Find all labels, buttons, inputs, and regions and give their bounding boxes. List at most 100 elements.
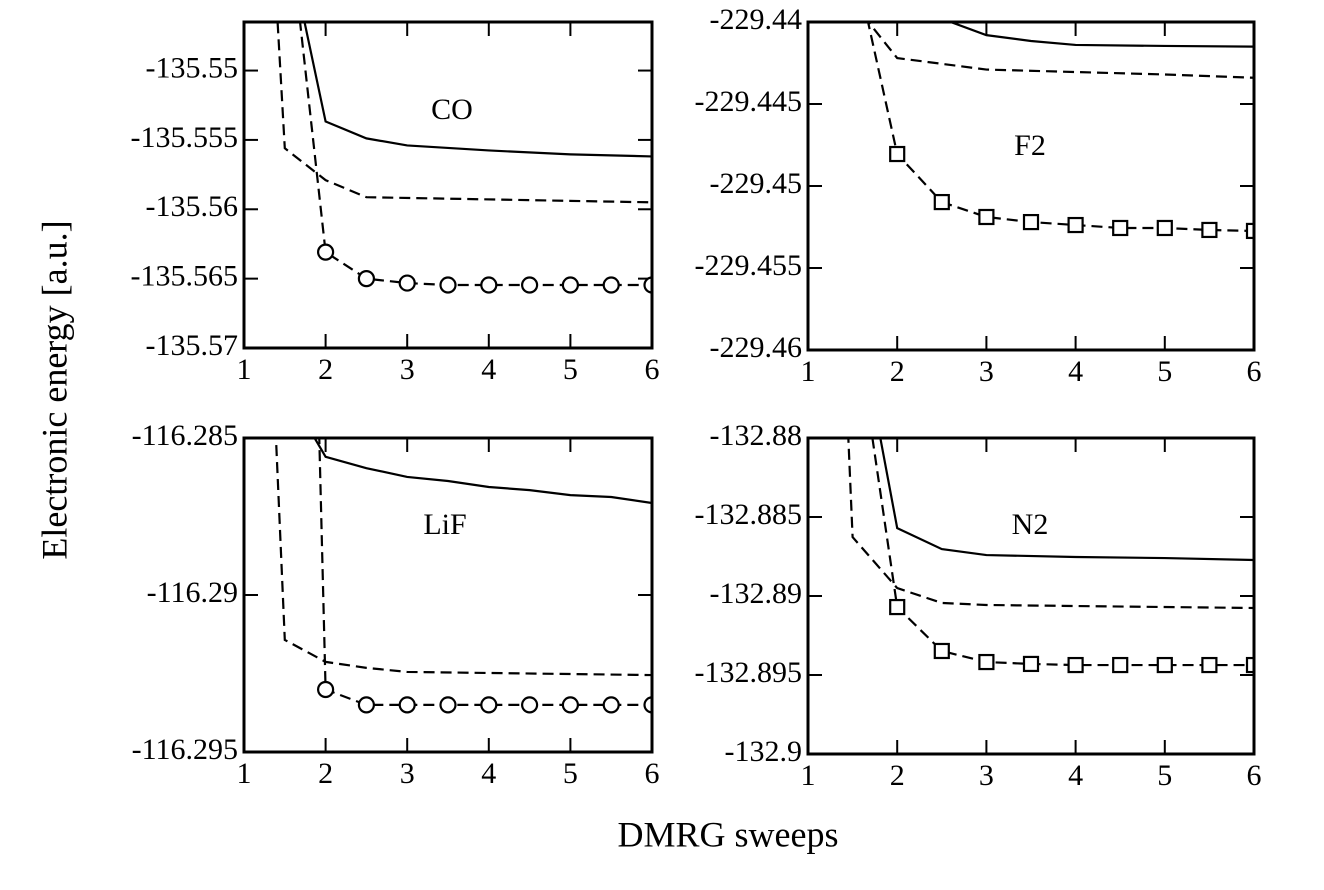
y-tick-label: -132.895 <box>695 656 803 689</box>
y-tick-label: -135.56 <box>146 190 239 223</box>
plot-area <box>276 22 652 294</box>
marker <box>1112 656 1129 674</box>
marker <box>1156 219 1173 237</box>
marker <box>439 696 457 714</box>
x-tick-label: 1 <box>801 759 816 792</box>
y-tick-label: -116.285 <box>132 419 238 452</box>
marker <box>1022 655 1040 673</box>
y-tick-label: -135.55 <box>146 51 239 84</box>
marker <box>317 243 335 261</box>
marker <box>561 276 580 294</box>
y-tick-label: -132.89 <box>710 577 803 610</box>
y-tick-label: -229.455 <box>695 249 803 282</box>
marker <box>398 274 416 292</box>
y-tick-label: -135.555 <box>131 121 239 154</box>
y-tick-label: -132.885 <box>695 498 803 531</box>
panel: -116.295 -116.29 -116.285 1 2 3 4 5 6 LiF <box>132 419 660 790</box>
marker <box>480 276 498 294</box>
marker <box>846 296 860 310</box>
marker <box>978 208 995 226</box>
x-tick-label: 6 <box>645 353 660 386</box>
x-tick-label: 3 <box>400 757 415 790</box>
marker <box>602 276 620 294</box>
x-tick-label: 5 <box>563 757 578 790</box>
plot-frame <box>806 436 1256 756</box>
marker <box>520 696 539 714</box>
y-tick-label: -132.9 <box>725 735 803 768</box>
series-line <box>313 438 652 505</box>
marker <box>357 270 375 288</box>
series-line <box>866 22 1254 79</box>
y-tick-label: -135.565 <box>131 260 239 293</box>
marker <box>439 276 457 294</box>
x-tick-label: 6 <box>1247 759 1262 792</box>
marker <box>1067 216 1084 234</box>
x-tick-label: 2 <box>890 355 905 388</box>
panel: -229.46 -229.455 -229.45 -229.445 -229.44 1 2 3… <box>695 3 1262 388</box>
y-tick-label: -229.44 <box>710 3 803 36</box>
marker <box>1156 656 1173 674</box>
x-tick-label: 4 <box>1068 355 1083 388</box>
y-tick-label: -229.45 <box>710 167 803 200</box>
marker <box>480 696 498 714</box>
x-tick-label: 2 <box>318 757 333 790</box>
y-tick-label: -135.57 <box>146 329 239 362</box>
marker <box>357 696 375 714</box>
x-tick-label: 4 <box>481 353 496 386</box>
marker <box>933 642 950 660</box>
plot-frame <box>242 20 654 350</box>
marker <box>1245 222 1254 240</box>
panel: -132.9 -132.895 -132.89 -132.885 -132.88 1 2 3 4… <box>695 296 1262 792</box>
plot-frame <box>242 436 654 754</box>
x-tick-label: 2 <box>318 353 333 386</box>
panel-label: LiF <box>423 508 466 541</box>
y-tick-label: -132.88 <box>710 419 803 452</box>
panel-label: CO <box>431 93 473 126</box>
x-tick-label: 6 <box>645 757 660 790</box>
series-line <box>303 22 652 158</box>
y-axis-label: Electronic energy [a.u.] <box>34 220 74 559</box>
marker <box>1112 219 1129 237</box>
x-tick-label: 4 <box>1068 759 1083 792</box>
panel-label: F2 <box>1014 129 1046 162</box>
panel: -135.57 -135.565 -135.56 -135.555 -135.55 1 2 3… <box>131 20 660 386</box>
x-tick-label: 3 <box>979 759 994 792</box>
marker <box>889 598 906 616</box>
marker <box>520 276 539 294</box>
plot-area <box>846 296 1254 674</box>
plot-frame <box>806 20 1256 352</box>
marker <box>1067 656 1084 674</box>
plot-area <box>866 22 1254 240</box>
series-line <box>274 438 652 677</box>
series-line <box>947 22 1254 48</box>
marker <box>602 696 620 714</box>
series-line <box>879 438 1254 562</box>
marker <box>1245 656 1254 674</box>
x-tick-label: 3 <box>400 353 415 386</box>
y-tick-label: -116.29 <box>147 576 238 609</box>
x-tick-label: 5 <box>563 353 578 386</box>
x-tick-label: 1 <box>237 353 252 386</box>
x-tick-label: 1 <box>801 355 816 388</box>
marker <box>1022 213 1040 231</box>
series-line <box>318 438 652 706</box>
marker <box>643 276 652 294</box>
marker <box>643 696 652 714</box>
marker <box>933 193 950 211</box>
series-line <box>866 22 1254 233</box>
marker <box>889 145 906 163</box>
marker <box>561 696 580 714</box>
panel-label: N2 <box>1012 508 1049 541</box>
x-tick-label: 6 <box>1247 355 1262 388</box>
marker <box>1201 221 1218 239</box>
series-line <box>298 22 652 287</box>
x-tick-label: 5 <box>1157 355 1172 388</box>
y-tick-label: -229.46 <box>710 331 803 364</box>
y-tick-label: -229.445 <box>695 85 803 118</box>
marker <box>978 653 995 671</box>
marker <box>317 680 335 699</box>
marker <box>1201 656 1218 674</box>
plot-area <box>274 438 652 714</box>
x-axis-label: DMRG sweeps <box>618 814 839 854</box>
